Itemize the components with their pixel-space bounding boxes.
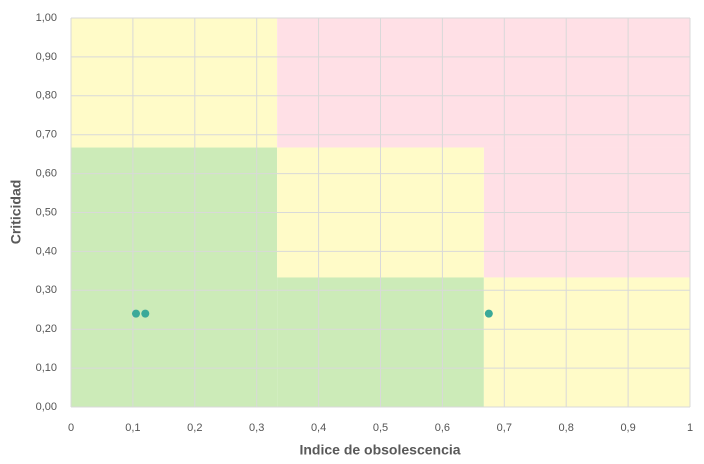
y-tick-label: 0,50 [36, 206, 57, 218]
y-axis-title: Criticidad [8, 180, 24, 245]
y-tick-label: 0,90 [36, 51, 57, 63]
point [141, 309, 150, 318]
x-tick-label: 0,5 [373, 422, 388, 434]
x-tick-label: 0,1 [125, 422, 140, 434]
x-tick-label: 0,9 [620, 422, 635, 434]
y-tick-label: 0,60 [36, 168, 57, 180]
x-tick-label: 0,4 [311, 422, 326, 434]
x-tick-label: 1 [687, 422, 693, 434]
y-tick-label: 0,80 [36, 90, 57, 102]
region [71, 147, 278, 408]
region [483, 277, 690, 407]
y-tick-label: 1,00 [36, 12, 57, 24]
y-tick-label: 0,00 [36, 401, 57, 413]
y-tick-label: 0,30 [36, 284, 57, 296]
x-tick-label: 0,3 [249, 422, 264, 434]
x-tick-label: 0,6 [435, 422, 450, 434]
x-tick-label: 0,2 [187, 422, 202, 434]
point [484, 309, 493, 318]
y-tick-label: 0,70 [36, 129, 57, 141]
x-tick-label: 0,7 [497, 422, 512, 434]
y-tick-label: 0,20 [36, 323, 57, 335]
x-tick-label: 0 [68, 422, 74, 434]
y-tick-label: 0,10 [36, 362, 57, 374]
region [71, 18, 278, 148]
region [277, 18, 690, 148]
x-tick-label: 0,8 [559, 422, 574, 434]
y-tick-label: 0,40 [36, 245, 57, 257]
x-axis-title: Indice de obsolescencia [299, 442, 460, 458]
point [131, 309, 140, 318]
